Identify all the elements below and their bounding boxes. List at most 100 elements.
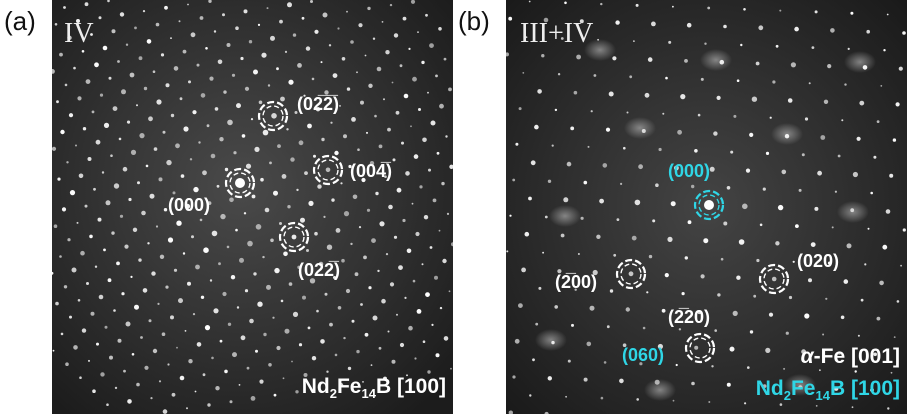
diffraction-spot xyxy=(424,215,428,219)
diffraction-spot xyxy=(723,222,727,226)
diffraction-spot xyxy=(166,160,171,165)
diffraction-spot xyxy=(863,65,868,70)
diffraction-spot xyxy=(596,235,600,239)
diffraction-spot xyxy=(528,197,532,201)
diffraction-spot xyxy=(66,161,68,163)
diffraction-spot xyxy=(241,335,246,340)
diffraction-spot xyxy=(841,316,845,320)
diffraction-spot xyxy=(251,118,253,120)
diffraction-spot xyxy=(179,20,181,22)
diffraction-spot xyxy=(441,182,444,185)
diffraction-spot xyxy=(737,79,740,82)
diffraction-spot xyxy=(313,155,316,158)
diffraction-spot xyxy=(379,347,382,350)
diffraction-spot xyxy=(147,242,149,244)
diffraction-spot xyxy=(451,242,455,246)
diffraction-spot xyxy=(610,289,613,292)
diffraction-spot xyxy=(159,177,163,181)
diffraction-spot xyxy=(314,30,318,34)
diffraction-spot xyxy=(188,80,191,83)
diffraction-spot xyxy=(146,165,149,168)
diffraction-spot xyxy=(366,132,368,134)
diffraction-spot xyxy=(772,80,775,83)
diffraction-spot xyxy=(192,110,196,114)
diffraction-spot xyxy=(785,134,789,138)
diffraction-spot xyxy=(887,14,889,16)
diffraction-spot xyxy=(835,191,837,193)
diffraction-spot xyxy=(267,7,269,9)
diffraction-spot xyxy=(629,75,632,78)
diffraction-spot xyxy=(412,77,417,82)
diffraction-spot xyxy=(512,179,515,182)
diffraction-spot xyxy=(838,155,841,158)
diffraction-spot xyxy=(257,302,262,307)
diffraction-spot xyxy=(121,292,124,295)
diffraction-spot xyxy=(375,192,378,195)
diffraction-spot xyxy=(870,192,873,195)
diffraction-spot xyxy=(587,342,592,347)
diffraction-spot xyxy=(329,323,333,327)
diffraction-spot xyxy=(64,285,67,288)
spot-label: (022̅) xyxy=(298,260,340,280)
diffraction-spot xyxy=(72,268,77,273)
diffraction-spot xyxy=(358,23,362,27)
diffraction-spot xyxy=(110,154,113,157)
diffraction-spot xyxy=(94,62,99,67)
diffraction-spot xyxy=(782,170,787,175)
diffraction-spot xyxy=(143,288,148,293)
diffraction-spot xyxy=(164,208,167,211)
diffraction-spot xyxy=(73,67,76,70)
diffraction-spot xyxy=(116,262,120,266)
diffraction-spot xyxy=(219,137,223,141)
diffraction-spot xyxy=(775,241,779,245)
diffraction-spot xyxy=(86,79,91,84)
diffraction-spot xyxy=(367,209,370,212)
diffraction-spot xyxy=(591,110,593,112)
pattern-a xyxy=(52,0,453,414)
diffraction-spot xyxy=(218,262,221,265)
diffraction-spot xyxy=(861,299,864,302)
diffraction-spot xyxy=(387,128,391,132)
diffraction-spot xyxy=(877,317,881,321)
diffraction-spot xyxy=(59,255,62,258)
diffraction-spot xyxy=(193,187,198,192)
diffraction-spot xyxy=(445,135,447,137)
diffraction-spot xyxy=(578,253,580,255)
diffraction-spot xyxy=(779,10,781,12)
diffraction-spot xyxy=(396,111,400,115)
diffraction-spot xyxy=(548,180,551,183)
diffraction-spot xyxy=(563,197,568,202)
diffraction-spot xyxy=(609,92,614,97)
diffraction-spot xyxy=(413,280,416,283)
diffraction-spot xyxy=(214,30,216,32)
diffraction-spot xyxy=(181,174,185,178)
diffraction-spot xyxy=(858,335,860,337)
diffraction-spot xyxy=(383,98,385,100)
diffraction-spot xyxy=(104,123,109,128)
diffraction-spot xyxy=(85,2,89,6)
diffraction-spot xyxy=(581,217,584,220)
diffraction-spot xyxy=(253,70,258,75)
diffraction-spot xyxy=(440,307,442,309)
diffraction-spot xyxy=(239,384,241,386)
diffraction-spot xyxy=(237,306,239,308)
diffraction-spot xyxy=(293,33,296,36)
diffraction-spot xyxy=(721,258,724,261)
diffraction-spot xyxy=(112,29,116,33)
diffraction-spot xyxy=(827,64,831,68)
diffraction-spot xyxy=(296,189,298,191)
diffraction-spot xyxy=(889,174,893,178)
diffraction-spot xyxy=(772,277,777,282)
diffraction-spot xyxy=(228,323,231,326)
diffraction-spot xyxy=(92,111,95,114)
diffraction-spot xyxy=(381,299,386,304)
diffraction-spot xyxy=(61,333,64,336)
diffraction-spot xyxy=(62,207,66,211)
diffraction-spot xyxy=(252,195,256,199)
diffraction-spot xyxy=(565,396,567,398)
diffraction-spot xyxy=(134,27,137,30)
diffraction-spot xyxy=(852,406,854,408)
zone-axis-part: 14 xyxy=(816,388,831,403)
diffraction-spot xyxy=(352,320,355,323)
diffraction-spot xyxy=(365,55,367,57)
